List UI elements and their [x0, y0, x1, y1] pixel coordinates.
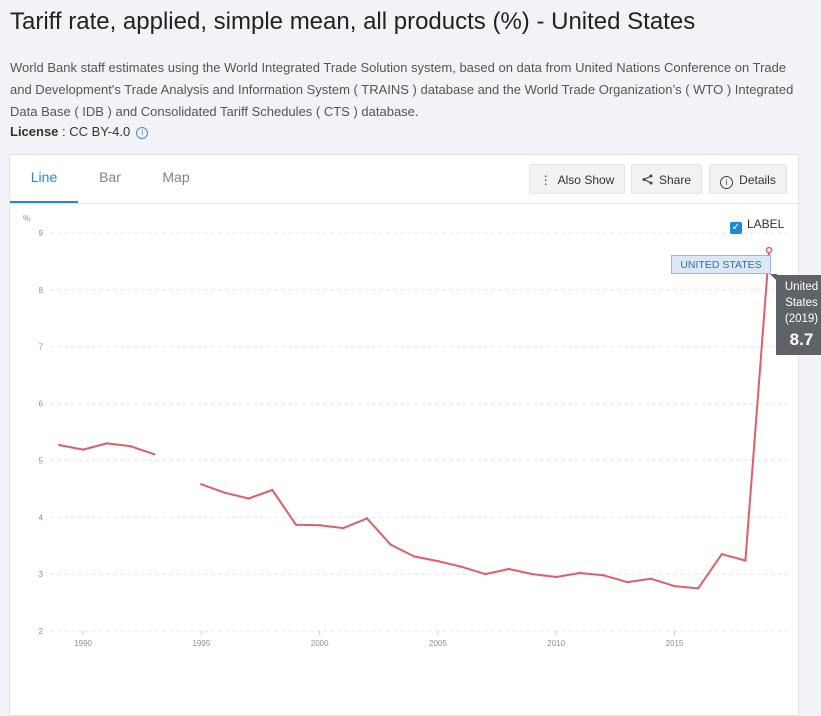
license-value: : CC BY-4.0	[58, 124, 131, 139]
data-point	[507, 567, 511, 571]
chart-tabs: Line Bar Map ⋮ Also Show Share i Details	[10, 155, 798, 204]
data-point	[554, 575, 558, 579]
data-point	[744, 559, 747, 562]
highlighted-point	[765, 246, 773, 254]
x-tick-label: 1990	[74, 639, 92, 648]
tooltip-arrow	[770, 274, 777, 281]
data-point	[152, 452, 156, 456]
data-point	[484, 572, 487, 576]
info-circle-icon: i	[720, 176, 734, 189]
series-line	[201, 250, 771, 590]
y-unit-label: %	[23, 214, 30, 223]
data-point	[460, 565, 463, 568]
series-line	[59, 442, 155, 456]
data-point	[247, 497, 250, 500]
y-tick-label: 2	[39, 627, 44, 636]
data-point	[318, 524, 321, 527]
x-tick-label: 1995	[192, 639, 210, 648]
also-show-button[interactable]: ⋮ Also Show	[529, 164, 625, 194]
data-point	[129, 445, 132, 448]
tab-line[interactable]: Line	[10, 155, 78, 203]
data-point	[271, 488, 274, 492]
more-vertical-icon: ⋮	[539, 173, 552, 187]
page-description: World Bank staff estimates using the Wor…	[10, 60, 794, 119]
value-tooltip: United States (2019) 8.7	[770, 274, 821, 355]
y-tick-label: 8	[39, 286, 44, 295]
details-label: Details	[739, 173, 776, 187]
data-point	[602, 574, 605, 577]
x-tick-label: 2010	[547, 639, 565, 648]
tooltip-country-2: States	[785, 297, 818, 309]
x-tick-label: 2015	[666, 639, 684, 648]
data-point	[200, 483, 203, 486]
y-tick-label: 4	[39, 513, 44, 522]
data-point	[696, 587, 700, 590]
tooltip-year: (2019)	[784, 313, 819, 325]
data-point	[294, 523, 298, 526]
data-point	[436, 559, 440, 563]
share-icon	[642, 165, 653, 195]
checkbox-checked-icon[interactable]: ✓	[730, 222, 742, 234]
y-tick-label: 3	[39, 570, 44, 579]
y-tick-label: 9	[39, 229, 44, 238]
page-title: Tariff rate, applied, simple mean, all p…	[10, 8, 696, 35]
x-tick-label: 2005	[429, 639, 447, 648]
x-tick-label: 2000	[311, 639, 329, 648]
also-show-label: Also Show	[557, 173, 615, 187]
tooltip-country: United	[784, 281, 819, 293]
tab-bar[interactable]: Bar	[99, 169, 121, 185]
label-toggle-text: LABEL	[747, 217, 785, 231]
license-label: License	[10, 124, 59, 139]
series-label: UNITED STATES	[671, 255, 771, 274]
data-point	[81, 448, 85, 451]
y-tick-label: 6	[39, 400, 44, 409]
y-tick-label: 7	[39, 343, 44, 352]
data-point	[578, 571, 582, 575]
label-toggle[interactable]: ✓ LABEL	[730, 217, 784, 234]
share-label: Share	[658, 173, 692, 187]
chart-panel: Line Bar Map ⋮ Also Show Share i Details %…	[9, 154, 821, 716]
data-point	[625, 580, 629, 584]
data-point	[389, 543, 392, 546]
tab-map[interactable]: Map	[162, 169, 190, 185]
data-point	[58, 443, 61, 447]
details-button[interactable]: i Details	[709, 164, 787, 194]
share-button[interactable]: Share	[631, 164, 702, 194]
data-point	[531, 572, 534, 576]
data-point	[365, 517, 369, 520]
line-chart: % 2 3 4 5 6 7 8 9 1990 1995 2000 2005 2010 2015	[23, 214, 788, 648]
tooltip-value: 8.7	[789, 330, 814, 349]
data-point	[649, 577, 653, 580]
data-point	[673, 584, 676, 588]
data-point	[342, 526, 345, 530]
data-point	[105, 442, 108, 445]
data-point	[413, 555, 416, 558]
data-point	[720, 553, 723, 556]
license-line: License : CC BY-4.0 i	[10, 124, 149, 139]
data-point	[223, 491, 227, 495]
y-tick-label: 5	[39, 456, 44, 465]
info-icon[interactable]: i	[136, 127, 149, 139]
